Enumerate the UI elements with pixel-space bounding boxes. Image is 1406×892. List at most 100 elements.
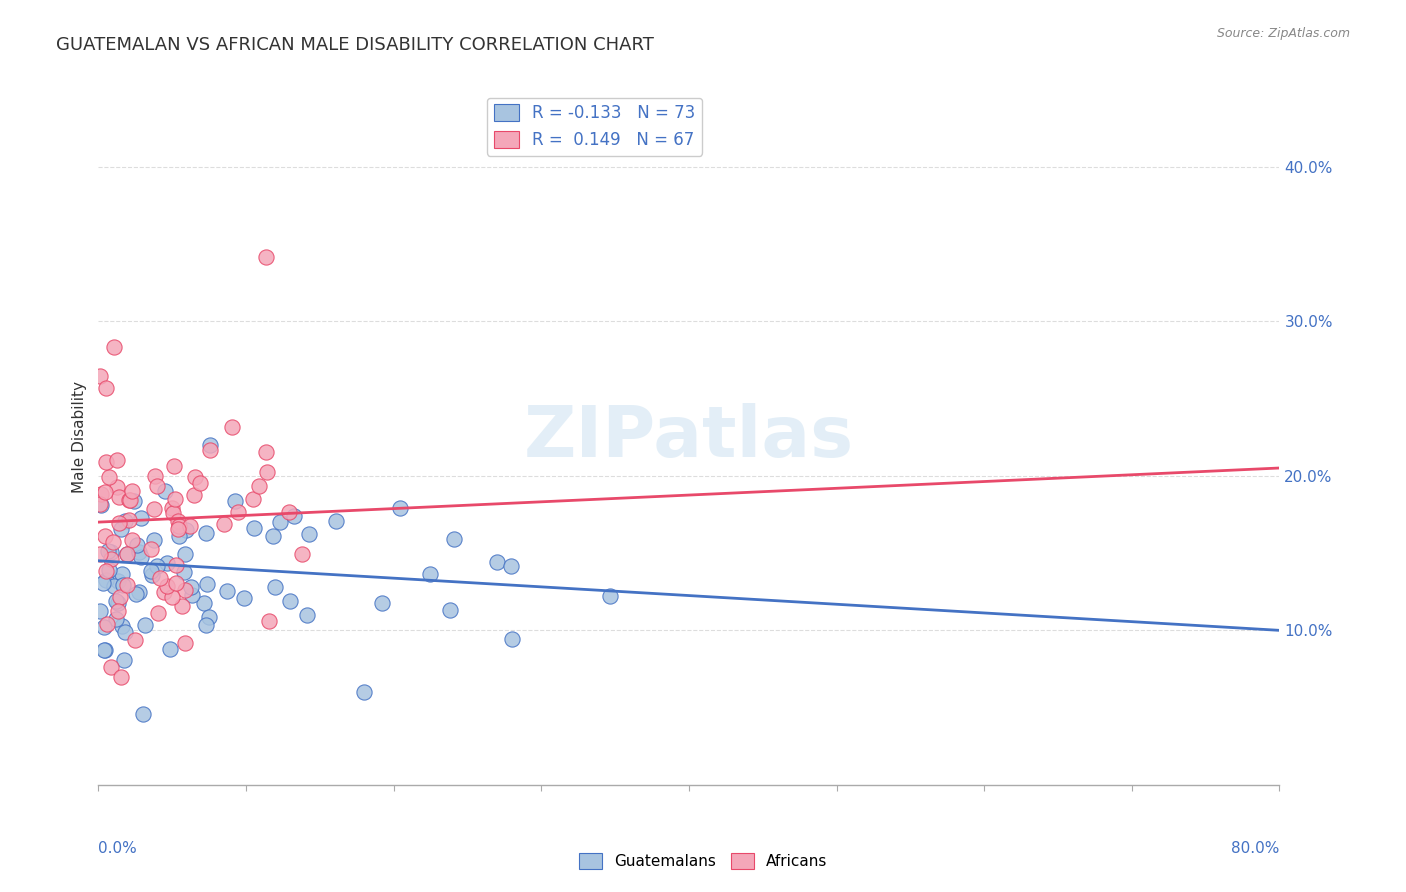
Point (97, 543, 120, 558)
Point (128, 545, 150, 559)
Point (254, 445, 277, 459)
Point (179, 519, 201, 533)
Point (96, 616, 118, 631)
Point (128, 585, 150, 599)
Point (243, 521, 266, 535)
Point (174, 583, 197, 598)
Point (107, 596, 129, 610)
Point (110, 523, 132, 537)
Point (180, 580, 202, 594)
Point (249, 479, 271, 493)
Point (149, 571, 172, 585)
Point (419, 567, 441, 582)
Point (129, 511, 152, 525)
Point (121, 483, 143, 498)
Point (215, 584, 238, 599)
Point (224, 494, 246, 508)
Point (599, 589, 621, 603)
Point (443, 532, 465, 546)
Point (143, 501, 166, 516)
Point (298, 527, 321, 541)
Point (269, 515, 291, 529)
Point (125, 587, 148, 601)
Point (108, 490, 131, 504)
Point (105, 612, 128, 626)
Point (163, 491, 186, 506)
Point (159, 642, 181, 657)
Point (108, 516, 131, 530)
Point (167, 514, 190, 528)
Point (111, 578, 134, 592)
Point (174, 547, 197, 561)
Point (198, 610, 221, 624)
Point (353, 685, 375, 699)
Point (105, 479, 128, 493)
Point (198, 443, 221, 458)
Text: Source: ZipAtlas.com: Source: ZipAtlas.com (1216, 27, 1350, 40)
Point (501, 632, 523, 646)
Point (180, 588, 202, 602)
Point (93, 620, 115, 634)
Point (193, 596, 215, 610)
Point (278, 504, 301, 518)
Point (127, 538, 149, 552)
Point (107, 604, 129, 618)
Point (254, 250, 277, 264)
Point (145, 559, 167, 574)
Point (117, 578, 139, 592)
Point (118, 492, 141, 507)
Point (96, 574, 118, 588)
Point (134, 617, 156, 632)
Point (195, 526, 218, 541)
Point (371, 596, 394, 610)
Point (439, 603, 461, 617)
Point (90, 498, 112, 512)
Point (221, 419, 243, 434)
Point (105, 453, 128, 467)
Point (257, 614, 280, 628)
Point (120, 492, 142, 507)
Point (174, 636, 197, 650)
Point (114, 625, 136, 640)
Point (90, 487, 112, 501)
Point (263, 580, 285, 594)
Point (167, 519, 190, 533)
Point (139, 564, 162, 578)
Point (278, 594, 301, 608)
Point (114, 514, 136, 528)
Point (118, 513, 141, 527)
Point (103, 340, 125, 354)
Point (122, 494, 145, 508)
Point (165, 575, 187, 590)
Point (156, 556, 179, 570)
Point (262, 529, 284, 543)
Point (110, 591, 132, 605)
Point (166, 522, 188, 536)
Point (162, 591, 184, 605)
Point (388, 501, 411, 516)
Point (131, 707, 153, 722)
Point (89, 547, 111, 561)
Point (485, 555, 508, 569)
Point (162, 501, 184, 516)
Point (115, 547, 138, 561)
Point (141, 542, 163, 557)
Point (98, 563, 121, 577)
Point (188, 475, 211, 490)
Point (112, 653, 135, 667)
Point (174, 523, 197, 537)
Point (148, 606, 170, 620)
Point (195, 576, 218, 591)
Point (198, 438, 221, 452)
Point (142, 533, 165, 547)
Point (111, 619, 134, 633)
Point (98, 470, 121, 484)
Point (103, 579, 125, 593)
Point (105, 593, 128, 607)
Point (115, 547, 138, 561)
Point (283, 509, 305, 524)
Point (111, 566, 134, 581)
Point (89, 497, 111, 511)
Point (162, 506, 184, 520)
Point (89, 369, 111, 384)
